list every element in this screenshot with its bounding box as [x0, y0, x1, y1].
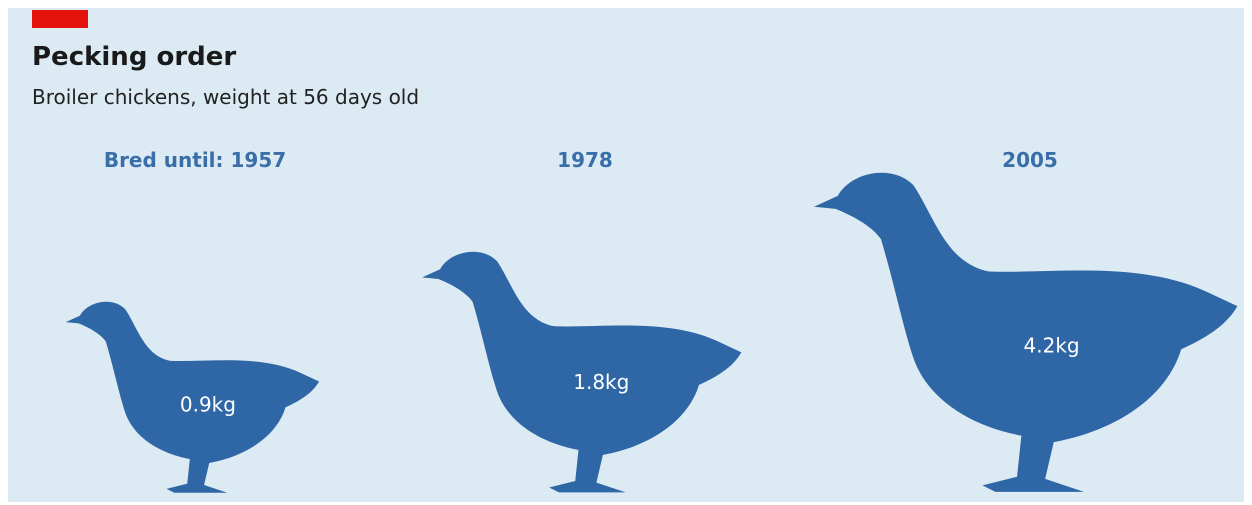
category-label: Bred until: 1957: [104, 148, 286, 172]
category-label: 1978: [557, 148, 613, 172]
category-year: 2005: [1002, 148, 1058, 172]
chart-subtitle: Broiler chickens, weight at 56 days old: [32, 85, 419, 109]
red-tag: [32, 10, 88, 28]
category-label: 2005: [1002, 148, 1058, 172]
value-label: 1.8kg: [573, 370, 629, 394]
chart: Pecking order Broiler chickens, weight a…: [0, 0, 1252, 505]
chart-title: Pecking order: [32, 42, 236, 72]
value-label: 0.9kg: [180, 393, 236, 417]
value-label: 4.2kg: [1024, 334, 1080, 358]
category-prefix: Bred until:: [104, 148, 224, 172]
category-year: 1978: [557, 148, 613, 172]
category-year: 1957: [231, 148, 287, 172]
